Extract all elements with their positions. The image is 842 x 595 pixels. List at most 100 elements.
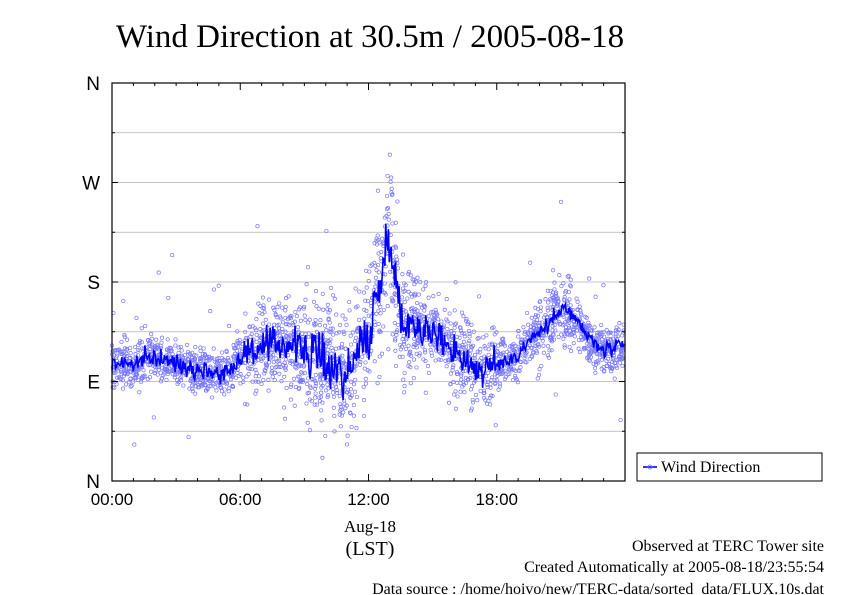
scatter-point xyxy=(382,215,387,220)
scatter-point xyxy=(548,288,553,293)
scatter-point xyxy=(277,371,282,376)
scatter-point xyxy=(348,333,353,338)
scatter-point xyxy=(348,387,353,392)
scatter-point xyxy=(611,356,616,361)
scatter-point xyxy=(284,296,289,301)
scatter-point xyxy=(586,320,591,325)
scatter-point xyxy=(292,319,297,324)
scatter-point xyxy=(548,297,553,302)
scatter-point xyxy=(457,335,462,340)
scatter-point xyxy=(331,332,336,337)
scatter-point xyxy=(305,265,311,270)
scatter-point xyxy=(113,348,118,354)
scatter-point xyxy=(278,316,283,321)
scatter-point xyxy=(363,381,369,386)
scatter-point xyxy=(534,344,539,349)
scatter-point xyxy=(448,382,453,387)
scatter-point xyxy=(306,335,311,340)
scatter-point xyxy=(196,378,201,383)
scatter-point xyxy=(551,295,556,300)
scatter-point xyxy=(208,364,213,369)
scatter-point xyxy=(608,338,614,343)
scatter-point xyxy=(492,378,497,383)
scatter-point xyxy=(548,334,553,339)
scatter-point xyxy=(482,388,487,393)
chart-title: Wind Direction at 30.5m / 2005-08-18 xyxy=(116,19,624,55)
scatter-point xyxy=(558,199,564,204)
scatter-point xyxy=(376,262,381,268)
scatter-point xyxy=(361,398,367,403)
scatter-point xyxy=(282,405,287,410)
scatter-point xyxy=(421,357,426,362)
scatter-point xyxy=(332,429,337,434)
scatter-point xyxy=(566,324,571,329)
scatter-point xyxy=(533,320,538,325)
scatter-point xyxy=(148,369,154,374)
scatter-point xyxy=(565,300,570,305)
scatter-point xyxy=(351,403,356,408)
scatter-point xyxy=(549,336,554,341)
scatter-point xyxy=(537,321,542,326)
scatter-point xyxy=(319,408,324,413)
scatter-point xyxy=(342,331,347,336)
scatter-point xyxy=(249,367,254,372)
y-tick-label: E xyxy=(87,373,100,394)
scatter-point xyxy=(279,379,284,384)
scatter-point xyxy=(466,320,471,325)
scatter-point xyxy=(117,365,122,370)
scatter-point xyxy=(417,312,422,317)
scatter-point xyxy=(444,317,449,322)
scatter-point xyxy=(373,275,378,280)
scatter-point xyxy=(493,423,498,428)
scatter-point xyxy=(424,280,429,285)
scatter-point xyxy=(254,328,259,333)
scatter-point xyxy=(149,336,154,341)
scatter-point xyxy=(134,365,139,370)
scatter-point xyxy=(383,272,388,277)
scatter-point xyxy=(379,351,385,356)
scatter-point xyxy=(477,350,482,355)
scatter-point xyxy=(170,351,175,357)
scatter-point xyxy=(241,379,246,384)
scatter-point xyxy=(406,343,411,348)
scatter-point xyxy=(452,322,458,327)
scatter-point xyxy=(466,341,471,346)
scatter-point xyxy=(513,368,518,373)
scatter-point xyxy=(117,376,122,381)
scatter-point xyxy=(270,348,275,353)
scatter-point xyxy=(385,304,390,309)
scatter-point xyxy=(176,370,181,375)
scatter-point xyxy=(276,326,282,331)
scatter-point xyxy=(375,188,381,193)
scatter-point xyxy=(416,338,421,343)
legend-label: Wind Direction xyxy=(661,459,760,476)
scatter-point xyxy=(590,347,595,352)
scatter-point xyxy=(550,332,555,337)
scatter-point xyxy=(571,330,576,335)
scatter-point xyxy=(363,298,368,303)
scatter-point xyxy=(154,337,159,342)
scatter-point xyxy=(399,295,405,300)
scatter-point xyxy=(396,322,401,327)
scatter-point xyxy=(431,316,436,322)
scatter-point xyxy=(439,319,444,324)
scatter-point xyxy=(298,363,304,368)
scatter-point xyxy=(496,387,501,392)
scatter-point xyxy=(597,339,602,344)
scatter-point xyxy=(487,395,492,400)
scatter-point xyxy=(615,336,620,341)
scatter-point xyxy=(529,315,534,320)
scatter-point xyxy=(497,381,503,386)
scatter-point xyxy=(313,395,318,400)
scatter-point xyxy=(433,307,438,313)
scatter-point xyxy=(343,346,348,351)
scatter-point xyxy=(362,316,367,321)
y-tick-label: S xyxy=(87,273,100,294)
scatter-point xyxy=(376,270,381,275)
scatter-point xyxy=(418,280,423,285)
scatter-point xyxy=(575,325,580,330)
scatter-point xyxy=(348,411,353,416)
scatter-point xyxy=(554,293,559,298)
scatter-point xyxy=(193,345,198,350)
